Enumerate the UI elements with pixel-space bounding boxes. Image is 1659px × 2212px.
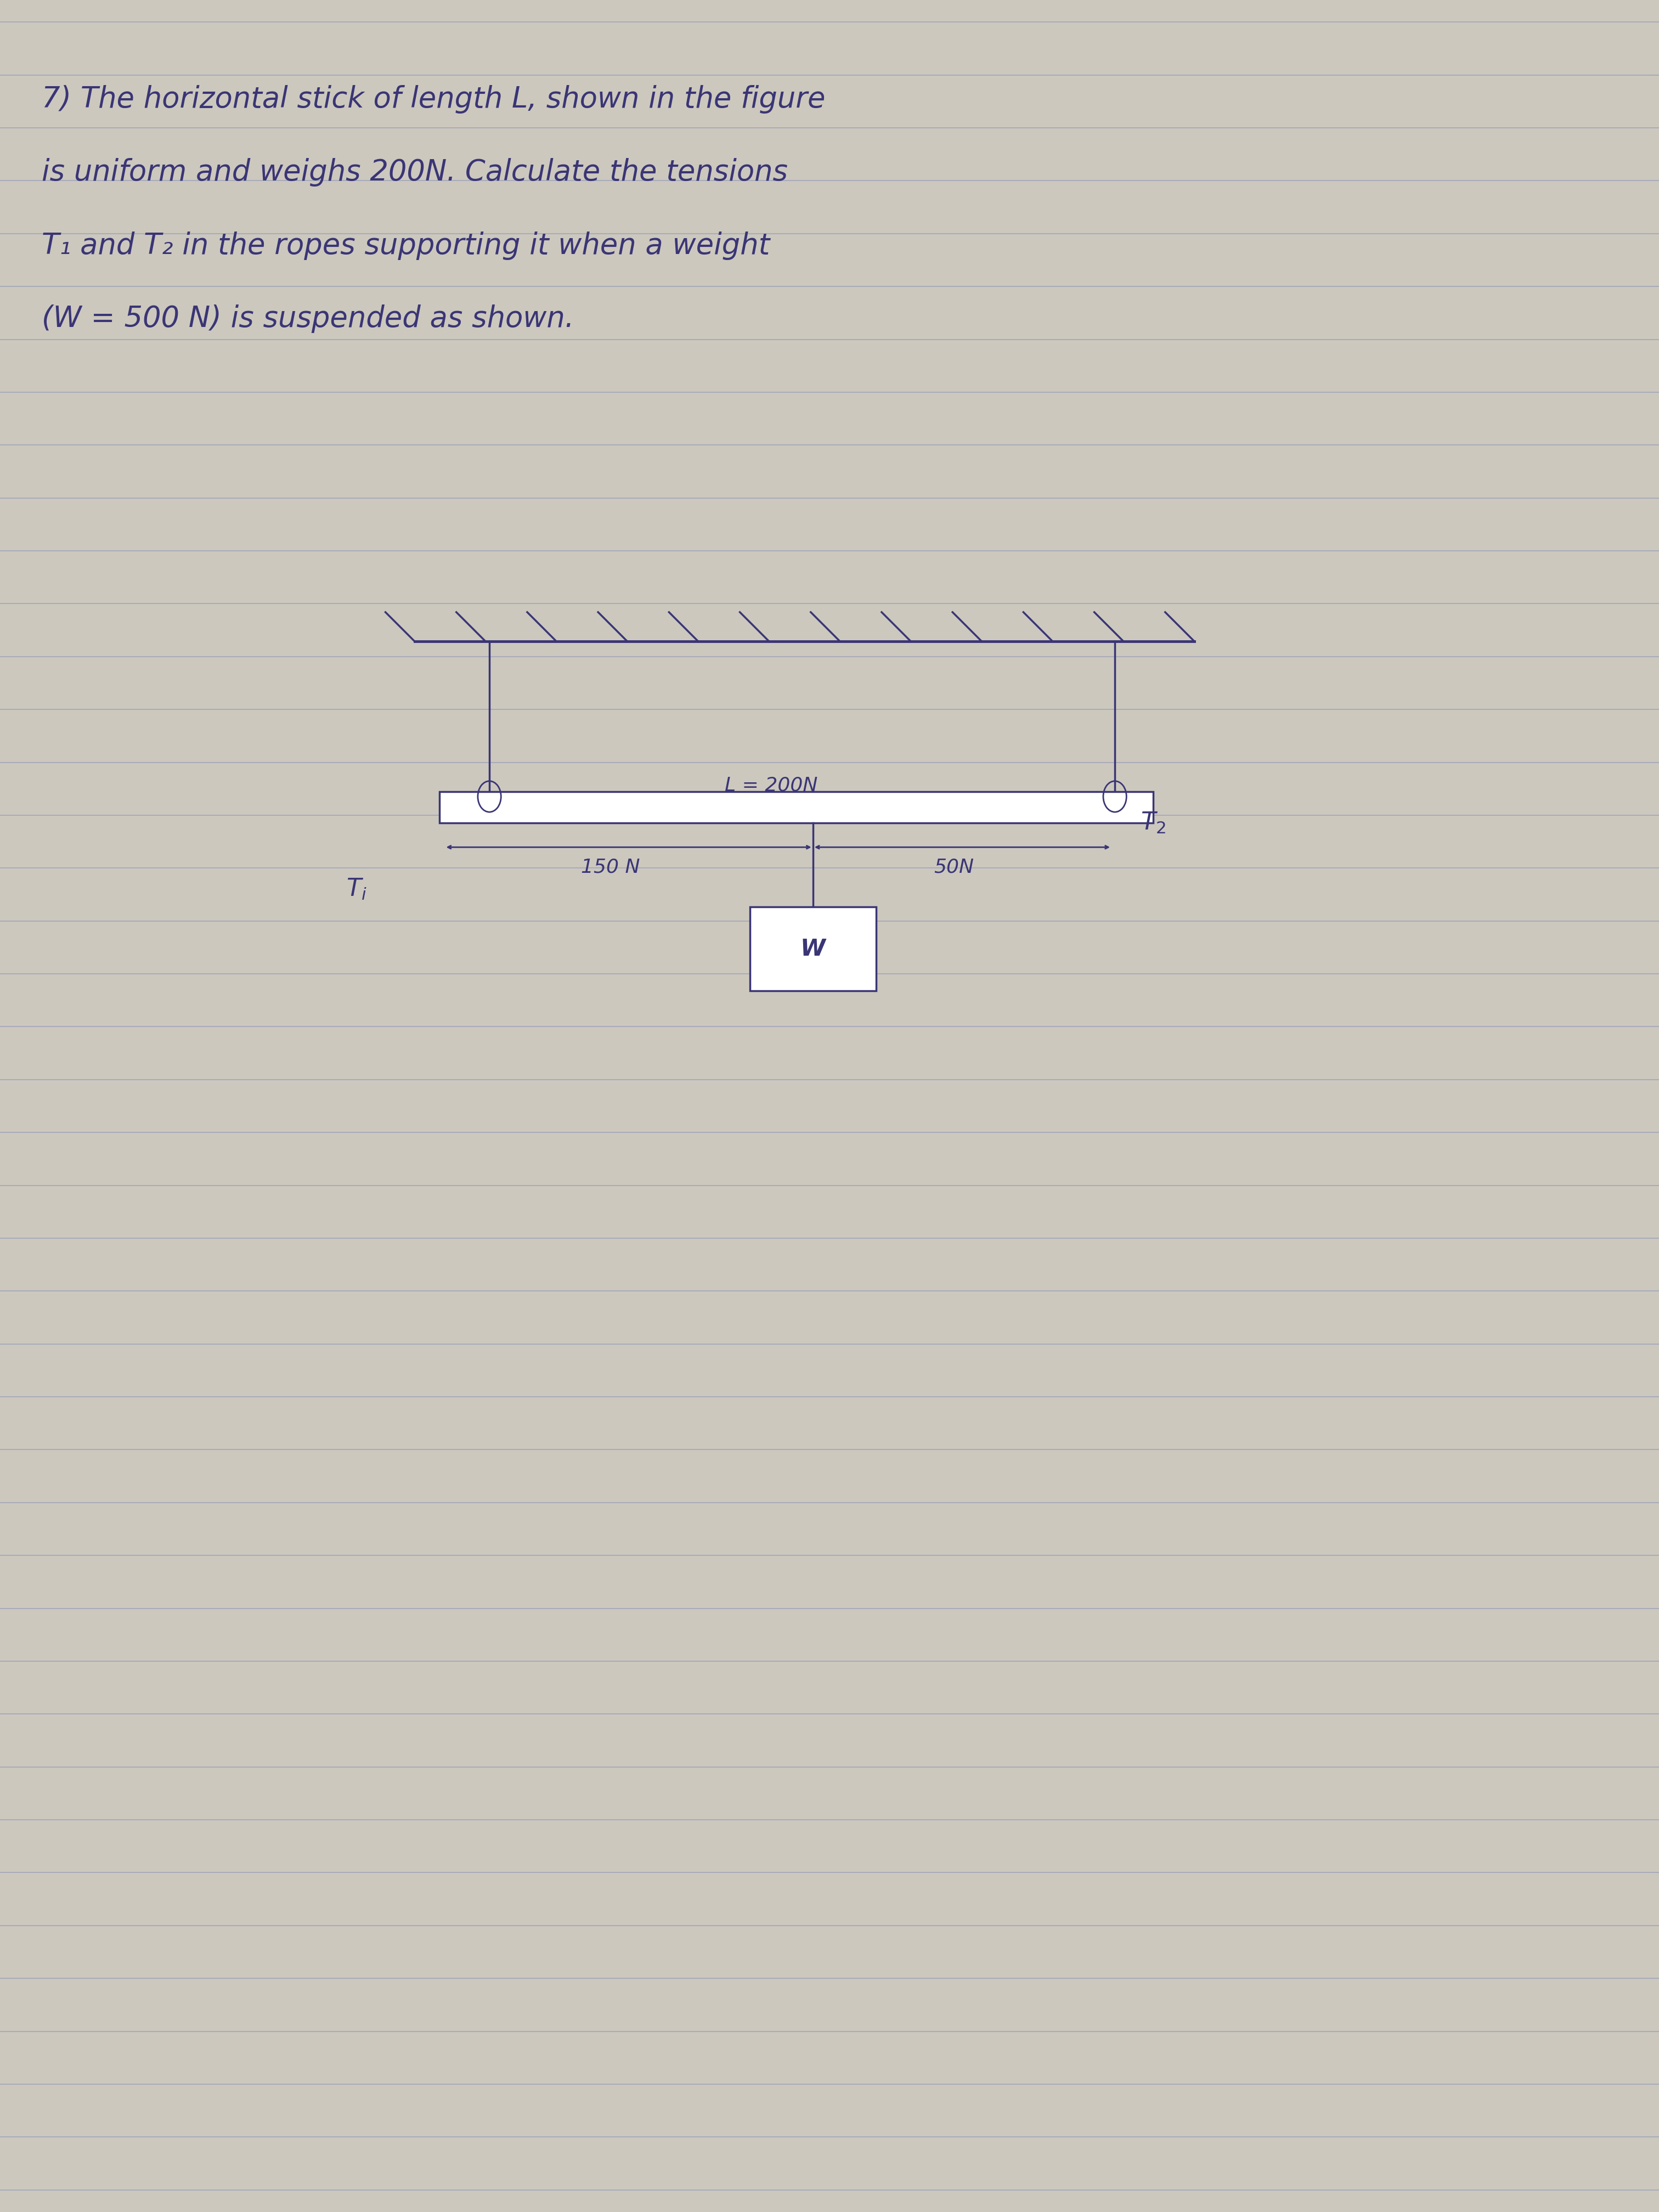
- Text: (W = 500 N) is suspended as shown.: (W = 500 N) is suspended as shown.: [41, 305, 574, 332]
- Bar: [750, 907, 876, 991]
- Text: is uniform and weighs 200N. Calculate the tensions: is uniform and weighs 200N. Calculate th…: [41, 159, 788, 186]
- Bar: [440, 792, 1153, 823]
- Text: $T_2$: $T_2$: [1140, 812, 1166, 834]
- Text: T₁ and T₂ in the ropes supporting it when a weight: T₁ and T₂ in the ropes supporting it whe…: [41, 232, 770, 259]
- Text: L = 200N: L = 200N: [725, 776, 818, 794]
- Text: W: W: [800, 938, 826, 960]
- Text: 150 N: 150 N: [581, 858, 640, 876]
- Text: 50N: 50N: [934, 858, 974, 876]
- Text: 7) The horizontal stick of length L, shown in the figure: 7) The horizontal stick of length L, sho…: [41, 86, 825, 113]
- Text: $T_i$: $T_i$: [347, 878, 367, 900]
